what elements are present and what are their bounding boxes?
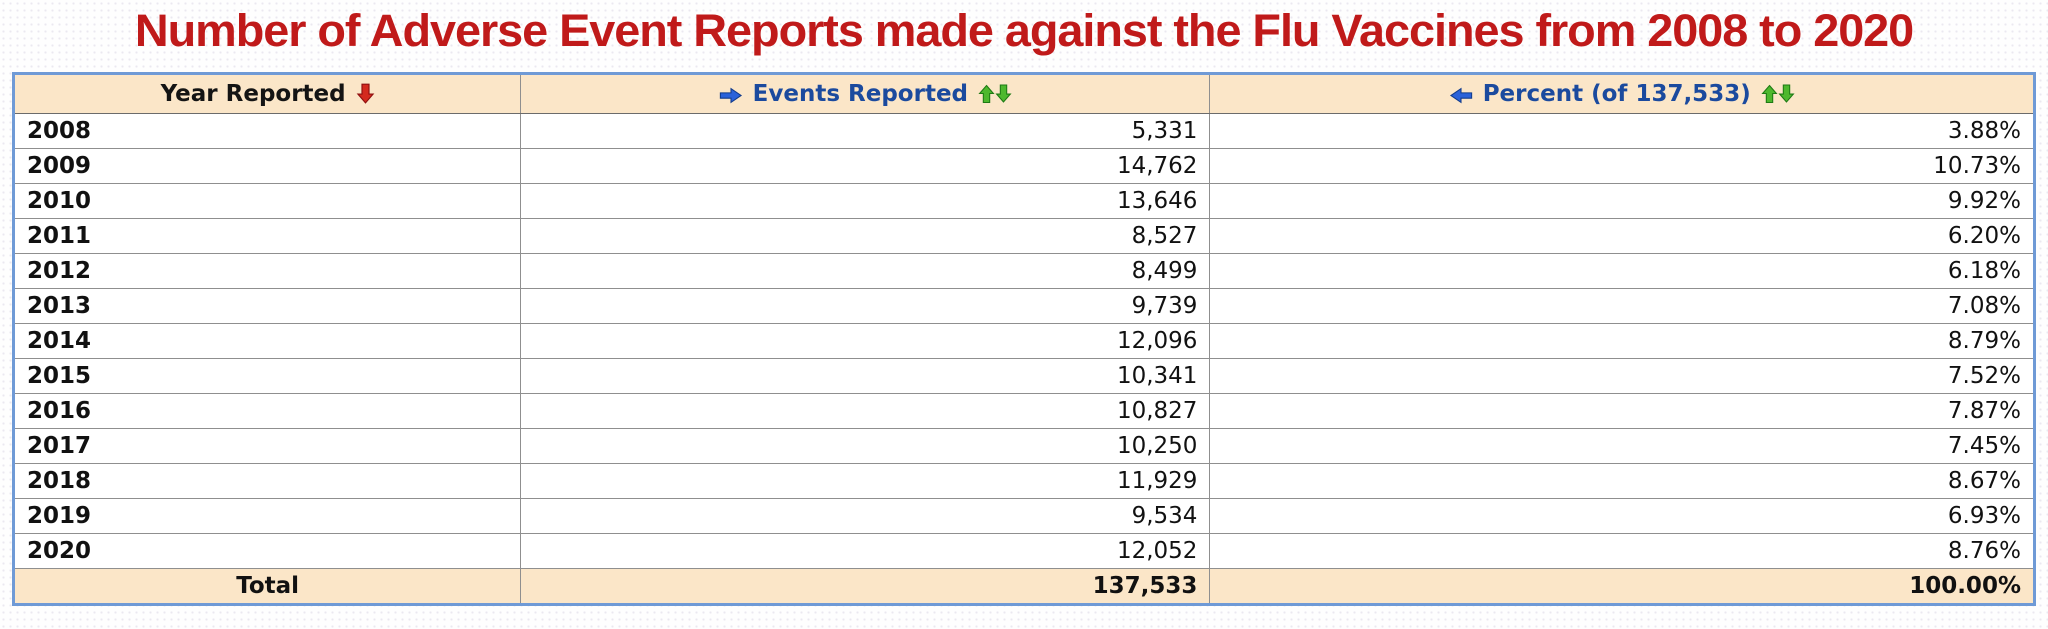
events-value: 10,250 [520, 428, 1211, 464]
events-value: 14,762 [520, 148, 1211, 184]
events-value: 12,052 [520, 533, 1211, 569]
column-header-year-reported[interactable]: Year Reported [12, 73, 522, 114]
percent-value: 6.18% [1209, 253, 2035, 289]
events-value: 10,827 [520, 393, 1211, 429]
year-value: 2009 [12, 148, 522, 184]
percent-value: 7.87% [1209, 393, 2035, 429]
year-value: 2018 [12, 463, 522, 499]
percent-value: 7.45% [1209, 428, 2035, 464]
year-value: 2010 [12, 183, 522, 219]
year-value: 2014 [12, 323, 522, 359]
table-row: 2009 14,762 10.73% [12, 148, 2035, 184]
sort-descending-green-icon[interactable] [1778, 83, 1795, 104]
table-row: 2010 13,646 9.92% [12, 183, 2035, 219]
table-row: 2013 9,739 7.08% [12, 288, 2035, 324]
percent-value: 8.67% [1209, 463, 2035, 499]
left-arrow-blue-icon[interactable] [1449, 87, 1473, 104]
right-arrow-blue-icon[interactable] [719, 87, 743, 104]
year-value: 2017 [12, 428, 522, 464]
table-footer: Total 137,533 100.00% [12, 568, 2035, 605]
table-row: 2012 8,499 6.18% [12, 253, 2035, 289]
header-row: Year Reported Events Reported Percent (o… [12, 73, 2035, 114]
events-value: 9,739 [520, 288, 1211, 324]
total-row: Total 137,533 100.00% [12, 568, 2035, 605]
table-row: 2011 8,527 6.20% [12, 218, 2035, 254]
year-value: 2011 [12, 218, 522, 254]
year-value: 2013 [12, 288, 522, 324]
sort-descending-green-icon[interactable] [995, 83, 1012, 104]
percent-value: 6.93% [1209, 498, 2035, 534]
adverse-events-table: Year Reported Events Reported Percent (o… [12, 72, 2036, 606]
table-row: 2008 5,331 3.88% [12, 113, 2035, 149]
percent-value: 7.52% [1209, 358, 2035, 394]
year-value: 2012 [12, 253, 522, 289]
events-value: 13,646 [520, 183, 1211, 219]
table-row: 2019 9,534 6.93% [12, 498, 2035, 534]
events-value: 9,534 [520, 498, 1211, 534]
sort-ascending-green-icon[interactable] [978, 84, 995, 104]
sort-descending-red-icon[interactable] [356, 83, 375, 104]
table-row: 2014 12,096 8.79% [12, 323, 2035, 359]
table-row: 2017 10,250 7.45% [12, 428, 2035, 464]
column-label-events-reported: Events Reported [752, 81, 969, 107]
table-row: 2018 11,929 8.67% [12, 463, 2035, 499]
percent-value: 9.92% [1209, 183, 2035, 219]
events-value: 12,096 [520, 323, 1211, 359]
events-value: 10,341 [520, 358, 1211, 394]
column-header-percent[interactable]: Percent (of 137,533) [1209, 73, 2035, 114]
percent-value: 10.73% [1209, 148, 2035, 184]
events-value: 11,929 [520, 463, 1211, 499]
total-label: Total [12, 568, 522, 605]
percent-value: 6.20% [1209, 218, 2035, 254]
table-header: Year Reported Events Reported Percent (o… [12, 73, 2035, 114]
column-label-percent: Percent (of 137,533) [1482, 81, 1751, 107]
percent-value: 7.08% [1209, 288, 2035, 324]
percent-value: 8.76% [1209, 533, 2035, 569]
percent-value: 3.88% [1209, 113, 2035, 149]
table-row: 2016 10,827 7.87% [12, 393, 2035, 429]
table-row: 2015 10,341 7.52% [12, 358, 2035, 394]
year-value: 2015 [12, 358, 522, 394]
table-body: 2008 5,331 3.88% 2009 14,762 10.73% 2010 13,646… [12, 113, 2035, 569]
year-value: 2019 [12, 498, 522, 534]
events-value: 8,499 [520, 253, 1211, 289]
events-value: 8,527 [520, 218, 1211, 254]
percent-value: 8.79% [1209, 323, 2035, 359]
year-value: 2008 [12, 113, 522, 149]
sort-ascending-green-icon[interactable] [1761, 84, 1778, 104]
total-percent-value: 100.00% [1209, 568, 2035, 605]
year-value: 2016 [12, 393, 522, 429]
page-title: Number of Adverse Event Reports made aga… [134, 5, 1914, 56]
year-value: 2020 [12, 533, 522, 569]
total-events-value: 137,533 [520, 568, 1211, 605]
table-row: 2020 12,052 8.76% [12, 533, 2035, 569]
column-label-year-reported: Year Reported [160, 81, 346, 107]
column-header-events-reported[interactable]: Events Reported [520, 73, 1211, 114]
events-value: 5,331 [520, 113, 1211, 149]
